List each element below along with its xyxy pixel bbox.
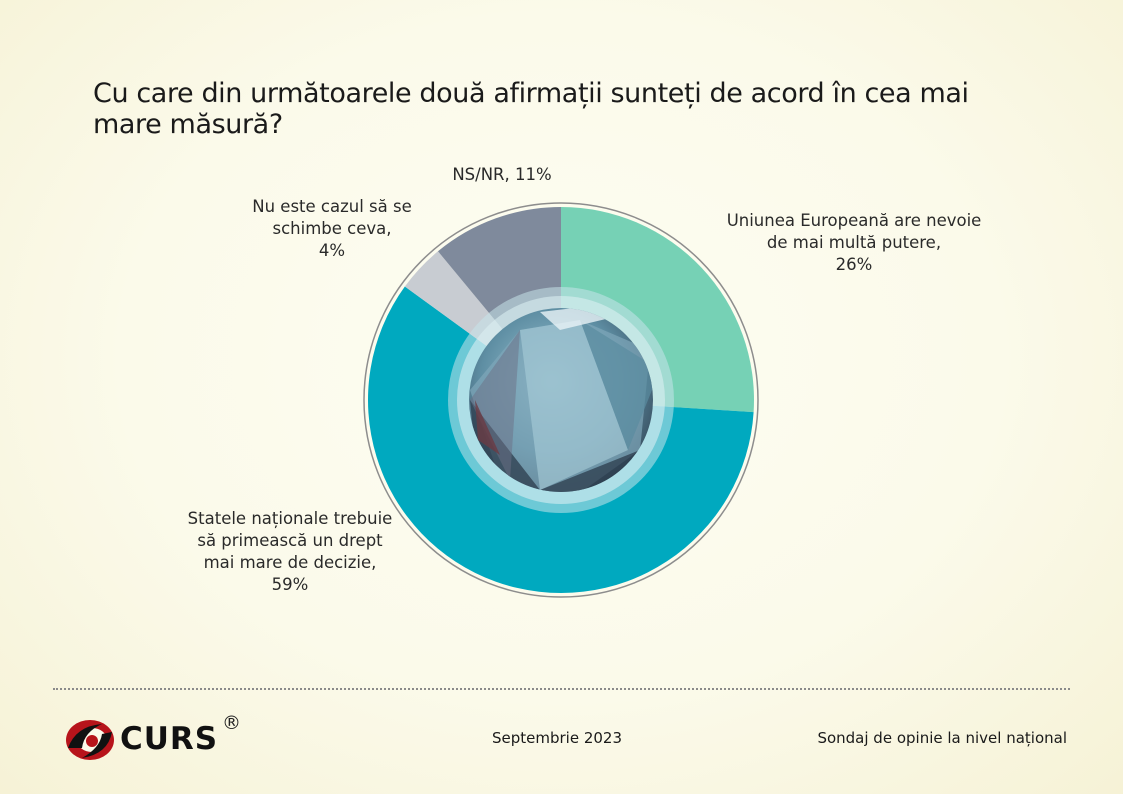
slice-label-ns-nr-pct: 11% [515, 165, 552, 184]
logo-text: CURS [120, 721, 219, 757]
slice-label-national-pct: 59% [271, 575, 309, 594]
footer-divider [53, 688, 1070, 690]
slice-label-no-change-pct: 4% [318, 241, 346, 260]
footer-source: Sondaj de opinie la nivel național [817, 729, 1067, 747]
slice-label-ns-nr: NS/NR, 11% [432, 164, 572, 186]
curs-logo-icon [66, 720, 114, 760]
chart-outer-ring [363, 202, 759, 598]
footer-date: Septembrie 2023 [492, 729, 623, 747]
slice-label-ns-nr-text: NS/NR, [452, 165, 510, 184]
registered-mark: ® [222, 712, 241, 734]
slice-label-no-change: Nu este cazul să se schimbe ceva, 4% [232, 196, 432, 262]
slice-label-national: Statele naționale trebuie să primească u… [180, 508, 400, 596]
slice-label-no-change-text: Nu este cazul să se schimbe ceva, [252, 197, 412, 238]
curs-logo: CURS ® [62, 712, 262, 764]
slice-label-eu-pct: 26% [835, 255, 873, 274]
chart-title: Cu care din următoarele două afirmații s… [93, 78, 969, 140]
slice-label-eu: Uniunea Europeană are nevoie de mai mult… [724, 210, 984, 276]
slice-label-national-text: Statele naționale trebuie să primească u… [187, 509, 393, 572]
slice-label-eu-text: Uniunea Europeană are nevoie de mai mult… [726, 211, 982, 252]
